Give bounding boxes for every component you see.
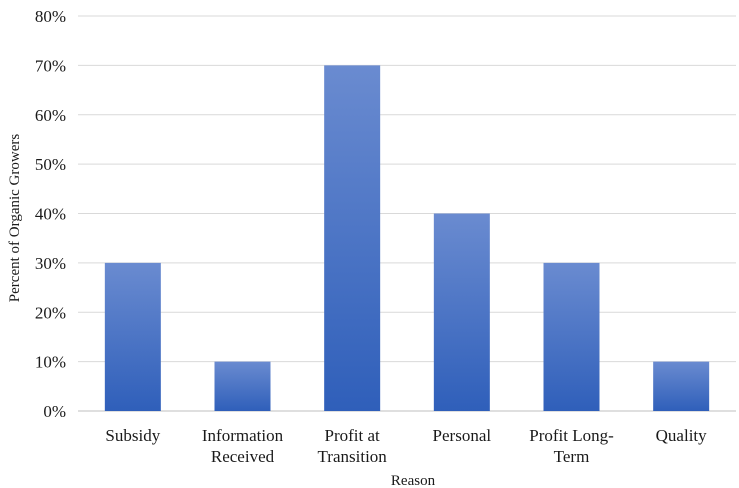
bar <box>543 262 600 411</box>
x-tick-label: Subsidy <box>105 426 160 445</box>
y-tick-label: 20% <box>35 303 66 322</box>
bar <box>214 361 271 411</box>
x-axis-title: Reason <box>391 473 436 488</box>
y-axis-title: Percent of Organic Growers <box>7 134 23 303</box>
y-tick-label: 80% <box>35 7 66 26</box>
gridlines <box>78 15 736 412</box>
x-tick-label: Information Received <box>202 426 284 466</box>
y-tick-label: 10% <box>35 353 66 372</box>
y-tick-label: 30% <box>35 254 66 273</box>
bar <box>104 262 161 411</box>
y-tick-label: 70% <box>35 56 66 75</box>
bar <box>653 361 710 411</box>
x-tick-labels: Subsidy Information Received Profit at Trans… <box>105 426 707 466</box>
x-tick-label: Quality <box>656 426 707 445</box>
bars <box>104 65 710 411</box>
y-tick-label: 0% <box>43 402 66 421</box>
y-tick-label: 40% <box>35 205 66 224</box>
y-tick-label: 60% <box>35 106 66 125</box>
x-tick-label: Profit at Transition <box>318 426 388 466</box>
bar <box>433 213 490 411</box>
x-tick-label: Personal <box>433 426 492 445</box>
bar <box>324 65 381 411</box>
x-tick-label: Profit Long-Term <box>529 426 614 466</box>
y-tick-label: 50% <box>35 155 66 174</box>
y-tick-labels: 0% 10% 20% 30% 40% 50% 60% 70% 80% <box>35 7 66 421</box>
